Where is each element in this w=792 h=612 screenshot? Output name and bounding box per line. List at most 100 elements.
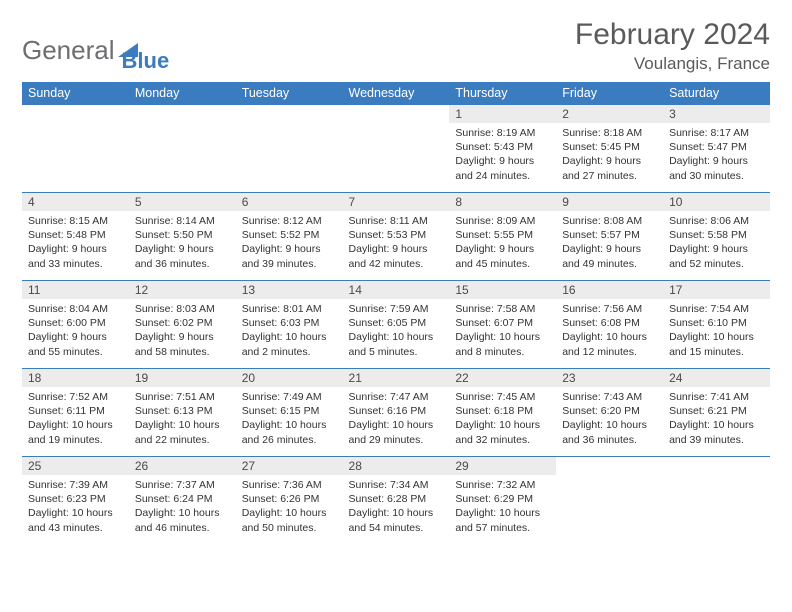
- day-details: Sunrise: 8:11 AMSunset: 5:53 PMDaylight:…: [343, 211, 450, 273]
- calendar-row: 4Sunrise: 8:15 AMSunset: 5:48 PMDaylight…: [22, 193, 770, 281]
- calendar-cell: [343, 105, 450, 193]
- day-number: 7: [343, 193, 450, 211]
- calendar-cell: 29Sunrise: 7:32 AMSunset: 6:29 PMDayligh…: [449, 457, 556, 545]
- weekday-header: Sunday: [22, 82, 129, 105]
- calendar-cell: 13Sunrise: 8:01 AMSunset: 6:03 PMDayligh…: [236, 281, 343, 369]
- calendar-body: 1Sunrise: 8:19 AMSunset: 5:43 PMDaylight…: [22, 105, 770, 545]
- calendar-cell: 23Sunrise: 7:43 AMSunset: 6:20 PMDayligh…: [556, 369, 663, 457]
- day-number: 25: [22, 457, 129, 475]
- day-details: Sunrise: 7:41 AMSunset: 6:21 PMDaylight:…: [663, 387, 770, 449]
- weekday-header: Wednesday: [343, 82, 450, 105]
- calendar-cell: 3Sunrise: 8:17 AMSunset: 5:47 PMDaylight…: [663, 105, 770, 193]
- calendar-cell: [236, 105, 343, 193]
- calendar-cell: 15Sunrise: 7:58 AMSunset: 6:07 PMDayligh…: [449, 281, 556, 369]
- calendar-cell: 2Sunrise: 8:18 AMSunset: 5:45 PMDaylight…: [556, 105, 663, 193]
- calendar-row: 1Sunrise: 8:19 AMSunset: 5:43 PMDaylight…: [22, 105, 770, 193]
- day-number: 14: [343, 281, 450, 299]
- day-details: Sunrise: 8:01 AMSunset: 6:03 PMDaylight:…: [236, 299, 343, 361]
- day-details: Sunrise: 8:08 AMSunset: 5:57 PMDaylight:…: [556, 211, 663, 273]
- day-number: 21: [343, 369, 450, 387]
- day-details: Sunrise: 7:52 AMSunset: 6:11 PMDaylight:…: [22, 387, 129, 449]
- day-details: Sunrise: 7:47 AMSunset: 6:16 PMDaylight:…: [343, 387, 450, 449]
- day-number: 15: [449, 281, 556, 299]
- calendar-cell: 26Sunrise: 7:37 AMSunset: 6:24 PMDayligh…: [129, 457, 236, 545]
- calendar-table: Sunday Monday Tuesday Wednesday Thursday…: [22, 82, 770, 545]
- calendar-row: 25Sunrise: 7:39 AMSunset: 6:23 PMDayligh…: [22, 457, 770, 545]
- day-details: Sunrise: 7:43 AMSunset: 6:20 PMDaylight:…: [556, 387, 663, 449]
- day-details: Sunrise: 8:18 AMSunset: 5:45 PMDaylight:…: [556, 123, 663, 185]
- day-details: Sunrise: 8:14 AMSunset: 5:50 PMDaylight:…: [129, 211, 236, 273]
- day-details: Sunrise: 8:12 AMSunset: 5:52 PMDaylight:…: [236, 211, 343, 273]
- calendar-cell: 24Sunrise: 7:41 AMSunset: 6:21 PMDayligh…: [663, 369, 770, 457]
- day-number: 24: [663, 369, 770, 387]
- day-details: Sunrise: 8:04 AMSunset: 6:00 PMDaylight:…: [22, 299, 129, 361]
- weekday-header: Friday: [556, 82, 663, 105]
- day-details: Sunrise: 8:15 AMSunset: 5:48 PMDaylight:…: [22, 211, 129, 273]
- day-details: Sunrise: 7:59 AMSunset: 6:05 PMDaylight:…: [343, 299, 450, 361]
- calendar-cell: 17Sunrise: 7:54 AMSunset: 6:10 PMDayligh…: [663, 281, 770, 369]
- day-details: Sunrise: 7:37 AMSunset: 6:24 PMDaylight:…: [129, 475, 236, 537]
- calendar-cell: 25Sunrise: 7:39 AMSunset: 6:23 PMDayligh…: [22, 457, 129, 545]
- day-number: 29: [449, 457, 556, 475]
- calendar-cell: 8Sunrise: 8:09 AMSunset: 5:55 PMDaylight…: [449, 193, 556, 281]
- day-number: 19: [129, 369, 236, 387]
- calendar-cell: 4Sunrise: 8:15 AMSunset: 5:48 PMDaylight…: [22, 193, 129, 281]
- day-number: 20: [236, 369, 343, 387]
- calendar-cell: 9Sunrise: 8:08 AMSunset: 5:57 PMDaylight…: [556, 193, 663, 281]
- calendar-cell: 19Sunrise: 7:51 AMSunset: 6:13 PMDayligh…: [129, 369, 236, 457]
- day-number: 6: [236, 193, 343, 211]
- calendar-cell: 21Sunrise: 7:47 AMSunset: 6:16 PMDayligh…: [343, 369, 450, 457]
- logo-text-blue: Blue: [122, 48, 170, 74]
- day-details: Sunrise: 7:36 AMSunset: 6:26 PMDaylight:…: [236, 475, 343, 537]
- day-number: 18: [22, 369, 129, 387]
- weekday-header: Thursday: [449, 82, 556, 105]
- day-details: Sunrise: 8:03 AMSunset: 6:02 PMDaylight:…: [129, 299, 236, 361]
- weekday-header: Monday: [129, 82, 236, 105]
- day-number: 3: [663, 105, 770, 123]
- day-details: Sunrise: 7:58 AMSunset: 6:07 PMDaylight:…: [449, 299, 556, 361]
- logo: General Blue: [22, 26, 169, 74]
- day-number: 10: [663, 193, 770, 211]
- calendar-cell: 10Sunrise: 8:06 AMSunset: 5:58 PMDayligh…: [663, 193, 770, 281]
- calendar-cell: [22, 105, 129, 193]
- day-number: 11: [22, 281, 129, 299]
- calendar-cell: [129, 105, 236, 193]
- location-label: Voulangis, France: [575, 54, 770, 74]
- day-details: Sunrise: 7:34 AMSunset: 6:28 PMDaylight:…: [343, 475, 450, 537]
- day-number: 16: [556, 281, 663, 299]
- calendar-cell: [663, 457, 770, 545]
- day-number: 17: [663, 281, 770, 299]
- day-details: Sunrise: 8:17 AMSunset: 5:47 PMDaylight:…: [663, 123, 770, 185]
- day-number: 23: [556, 369, 663, 387]
- day-number: 22: [449, 369, 556, 387]
- weekday-header: Tuesday: [236, 82, 343, 105]
- day-number: 12: [129, 281, 236, 299]
- calendar-cell: 18Sunrise: 7:52 AMSunset: 6:11 PMDayligh…: [22, 369, 129, 457]
- day-details: Sunrise: 7:54 AMSunset: 6:10 PMDaylight:…: [663, 299, 770, 361]
- calendar-cell: 12Sunrise: 8:03 AMSunset: 6:02 PMDayligh…: [129, 281, 236, 369]
- day-details: Sunrise: 8:19 AMSunset: 5:43 PMDaylight:…: [449, 123, 556, 185]
- day-details: Sunrise: 7:45 AMSunset: 6:18 PMDaylight:…: [449, 387, 556, 449]
- day-number: 26: [129, 457, 236, 475]
- calendar-cell: 6Sunrise: 8:12 AMSunset: 5:52 PMDaylight…: [236, 193, 343, 281]
- calendar-cell: 16Sunrise: 7:56 AMSunset: 6:08 PMDayligh…: [556, 281, 663, 369]
- day-number: 8: [449, 193, 556, 211]
- calendar-cell: 5Sunrise: 8:14 AMSunset: 5:50 PMDaylight…: [129, 193, 236, 281]
- calendar-row: 11Sunrise: 8:04 AMSunset: 6:00 PMDayligh…: [22, 281, 770, 369]
- day-number: 27: [236, 457, 343, 475]
- calendar-cell: 7Sunrise: 8:11 AMSunset: 5:53 PMDaylight…: [343, 193, 450, 281]
- title-block: February 2024 Voulangis, France: [575, 18, 770, 74]
- day-details: Sunrise: 7:56 AMSunset: 6:08 PMDaylight:…: [556, 299, 663, 361]
- day-details: Sunrise: 7:49 AMSunset: 6:15 PMDaylight:…: [236, 387, 343, 449]
- day-details: Sunrise: 8:06 AMSunset: 5:58 PMDaylight:…: [663, 211, 770, 273]
- calendar-row: 18Sunrise: 7:52 AMSunset: 6:11 PMDayligh…: [22, 369, 770, 457]
- day-number: 9: [556, 193, 663, 211]
- weekday-header: Saturday: [663, 82, 770, 105]
- day-number: 5: [129, 193, 236, 211]
- calendar-cell: 22Sunrise: 7:45 AMSunset: 6:18 PMDayligh…: [449, 369, 556, 457]
- day-details: Sunrise: 8:09 AMSunset: 5:55 PMDaylight:…: [449, 211, 556, 273]
- calendar-cell: 1Sunrise: 8:19 AMSunset: 5:43 PMDaylight…: [449, 105, 556, 193]
- calendar-cell: 27Sunrise: 7:36 AMSunset: 6:26 PMDayligh…: [236, 457, 343, 545]
- day-number: 2: [556, 105, 663, 123]
- page-title: February 2024: [575, 18, 770, 52]
